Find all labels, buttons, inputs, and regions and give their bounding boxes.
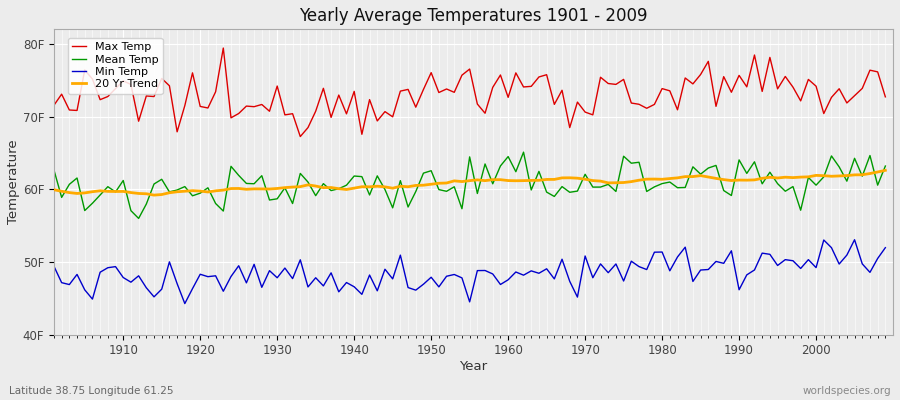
Min Temp [510,270,521,274]
20 Yr Trend [880,168,891,173]
Min Temp [603,270,614,275]
Legend: Max Temp, Mean Temp, Min Temp, 20 Yr Trend: Max Temp, Mean Temp, Min Temp, 20 Yr Tre… [68,38,163,94]
Line: Mean Temp: Mean Temp [54,152,886,218]
Mean Temp [880,164,891,168]
Max Temp [880,94,891,99]
Min Temp [287,276,298,281]
Mean Temp [333,186,344,191]
Title: Yearly Average Temperatures 1901 - 2009: Yearly Average Temperatures 1901 - 2009 [299,7,648,25]
20 Yr Trend [287,185,298,190]
Min Temp [110,264,121,269]
Mean Temp [110,190,121,194]
Max Temp [110,86,121,91]
Max Temp [218,46,229,50]
20 Yr Trend [603,180,614,185]
Mean Temp [133,216,144,221]
Y-axis label: Temperature: Temperature [7,140,20,224]
Max Temp [341,112,352,116]
Mean Temp [518,150,529,154]
Mean Temp [610,189,621,194]
Min Temp [880,245,891,250]
20 Yr Trend [503,178,514,183]
Mean Temp [49,168,59,172]
Text: Latitude 38.75 Longitude 61.25: Latitude 38.75 Longitude 61.25 [9,386,174,396]
20 Yr Trend [333,186,344,191]
Line: 20 Yr Trend: 20 Yr Trend [54,170,886,195]
Line: Max Temp: Max Temp [54,48,886,136]
Line: Min Temp: Min Temp [54,240,886,304]
Mean Temp [287,201,298,206]
Max Temp [295,134,306,139]
Text: worldspecies.org: worldspecies.org [803,386,891,396]
Max Temp [610,82,621,87]
Mean Temp [503,154,514,159]
Min Temp [333,290,344,294]
Max Temp [518,84,529,89]
20 Yr Trend [49,187,59,192]
X-axis label: Year: Year [459,360,488,373]
Max Temp [49,103,59,108]
Mean Temp [510,169,521,174]
Min Temp [850,237,860,242]
Min Temp [179,301,190,306]
20 Yr Trend [510,178,521,183]
Min Temp [49,264,59,269]
Max Temp [287,111,298,116]
20 Yr Trend [110,189,121,194]
20 Yr Trend [148,193,159,198]
Max Temp [510,70,521,75]
Min Temp [503,277,514,282]
